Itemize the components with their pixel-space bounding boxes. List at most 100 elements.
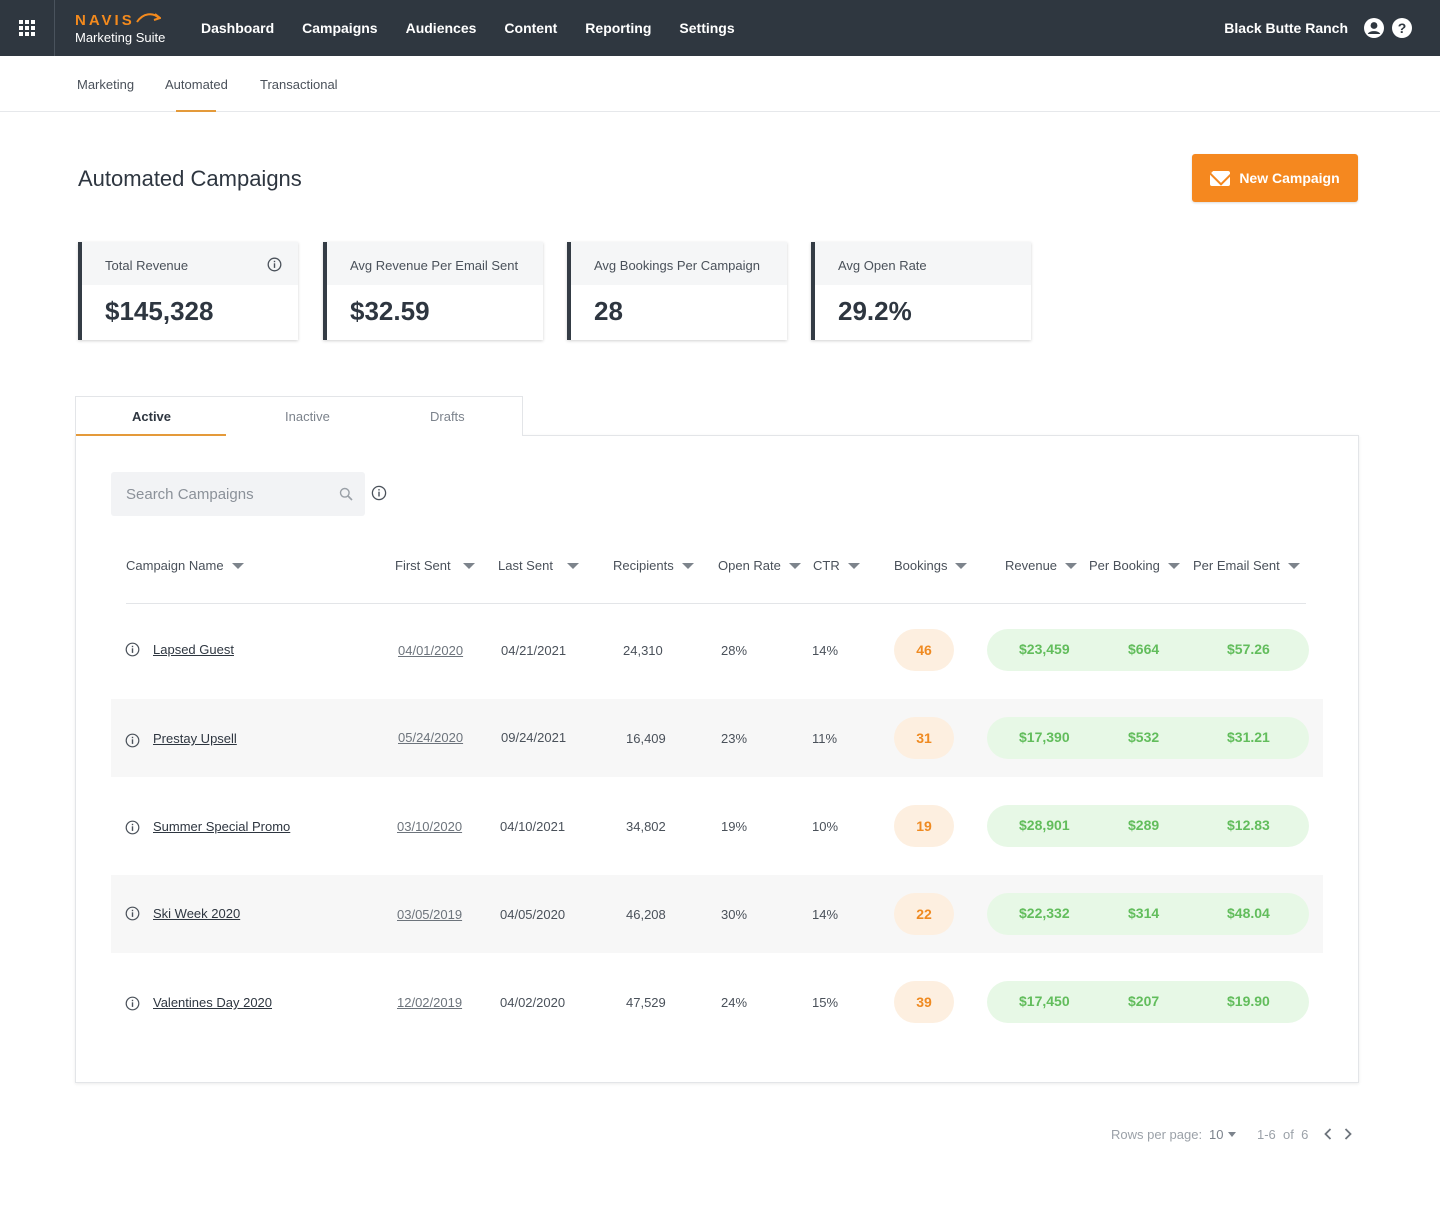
chevron-right-icon[interactable] [1340,1126,1356,1142]
campaign-name-link[interactable]: Valentines Day 2020 [153,995,273,1010]
nav-audiences[interactable]: Audiences [405,20,477,36]
recipients: 46,208 [626,907,666,922]
kpi-card-avg-bookings: Avg Bookings Per Campaign 28 [567,242,787,340]
last-sent: 04/21/2021 [501,643,567,658]
search-icon[interactable] [339,487,353,501]
sort-caret-icon [462,562,475,569]
app-switcher-button[interactable] [0,0,55,56]
kpi-label: Avg Open Rate [838,258,927,273]
recipients: 16,409 [626,731,666,746]
col-open-rate[interactable]: Open Rate [718,558,801,573]
last-sent: 09/24/2021 [501,730,567,745]
table-header-divider [126,603,1306,604]
subnav-automated[interactable]: Automated [165,77,228,92]
nav-content[interactable]: Content [504,20,558,36]
nav-dashboard[interactable]: Dashboard [201,20,275,36]
page-title: Automated Campaigns [78,166,302,191]
kpi-value: $145,328 [105,296,214,326]
sort-caret-icon [681,562,694,569]
campaign-name-link[interactable]: Summer Special Promo [153,819,291,834]
tab-drafts[interactable]: Drafts [430,409,465,424]
per-email-value: $48.04 [1227,905,1270,921]
chevron-left-icon[interactable] [1320,1126,1336,1142]
sort-caret-icon [1287,562,1300,569]
first-sent-link[interactable]: 04/01/2020 [398,643,464,658]
tab-inactive[interactable]: Inactive [285,409,330,424]
info-icon[interactable] [267,257,282,272]
kpi-label: Avg Bookings Per Campaign [594,258,760,273]
info-icon[interactable] [125,906,140,921]
nav-settings[interactable]: Settings [679,20,735,36]
user-circle-icon[interactable] [1364,18,1384,38]
col-first-sent[interactable]: First Sent [395,558,475,573]
sort-caret-icon [1167,562,1180,569]
revenue-pill: $22,332 $314 $48.04 [987,893,1309,935]
subnav-active-indicator [176,110,216,112]
col-per-email-sent[interactable]: Per Email Sent [1193,558,1300,573]
help-circle-icon[interactable]: ? [1392,18,1412,38]
last-sent: 04/10/2021 [500,819,566,834]
campaign-name-link[interactable]: Ski Week 2020 [153,906,241,921]
tab-active[interactable]: Active [132,409,172,424]
sub-nav: Marketing Automated Transactional [0,56,1440,112]
first-sent-link[interactable]: 12/02/2019 [397,995,463,1010]
campaign-name-link[interactable]: Prestay Upsell [153,731,237,746]
brand-wordmark: NAVIS [75,12,135,29]
sort-caret-icon [847,562,860,569]
search-input[interactable] [111,472,331,516]
open-rate: 30% [721,907,748,922]
bookings-badge: 46 [894,629,954,671]
per-email-value: $31.21 [1227,729,1270,745]
per-booking-value: $314 [1128,905,1160,921]
swoosh-icon [136,13,161,23]
kpi-card-avg-open-rate: Avg Open Rate 29.2% [811,242,1031,340]
new-campaign-button[interactable]: New Campaign [1192,154,1358,202]
info-icon[interactable] [125,820,140,835]
first-sent-link[interactable]: 05/24/2020 [398,730,464,745]
col-bookings[interactable]: Bookings [894,558,968,573]
brand-logo[interactable]: NAVIS Marketing Suite [75,10,175,48]
table-row: Valentines Day 2020 12/02/2019 04/02/202… [111,963,1323,1041]
col-last-sent[interactable]: Last Sent [498,558,579,573]
table-row: Lapsed Guest 04/01/2020 04/21/2021 24,31… [111,611,1323,689]
nav-reporting[interactable]: Reporting [585,20,652,36]
col-ctr[interactable]: CTR [813,558,860,573]
revenue-value: $17,390 [1019,729,1070,745]
grid-icon [19,20,35,36]
page-range: 1-6 of 6 [1257,1127,1309,1142]
kpi-card-avg-revenue-per-email: Avg Revenue Per Email Sent $32.59 [323,242,543,340]
revenue-pill: $17,450 $207 $19.90 [987,981,1309,1023]
kpi-value: $32.59 [350,296,430,326]
subnav-transactional[interactable]: Transactional [260,77,338,92]
ctr: 14% [812,907,839,922]
nav-campaigns[interactable]: Campaigns [302,20,378,36]
first-sent-link[interactable]: 03/10/2020 [397,819,463,834]
revenue-value: $23,459 [1019,641,1070,657]
first-sent-link[interactable]: 03/05/2019 [397,907,463,922]
sort-caret-icon [566,562,579,569]
info-icon[interactable] [125,733,140,748]
revenue-value: $22,332 [1019,905,1070,921]
rows-per-page-select[interactable]: 10 [1209,1127,1237,1142]
per-email-value: $57.26 [1227,641,1270,657]
search-box [111,472,365,516]
subnav-marketing[interactable]: Marketing [77,77,135,92]
info-icon[interactable] [125,996,140,1011]
info-icon[interactable] [125,642,140,657]
col-per-booking[interactable]: Per Booking [1089,558,1180,573]
per-email-value: $19.90 [1227,993,1270,1009]
col-campaign-name[interactable]: Campaign Name [126,558,244,573]
status-tabs: Active Inactive Drafts [75,396,523,436]
bookings-badge: 22 [894,893,954,935]
info-icon[interactable] [371,485,387,501]
kpi-label: Avg Revenue Per Email Sent [350,258,519,273]
recipients: 47,529 [626,995,666,1010]
col-recipients[interactable]: Recipients [613,558,694,573]
campaign-name-link[interactable]: Lapsed Guest [153,642,234,657]
col-revenue[interactable]: Revenue [1005,558,1078,573]
mail-icon [1210,170,1231,186]
sort-caret-icon [788,562,801,569]
account-name[interactable]: Black Butte Ranch [1224,20,1348,36]
per-booking-value: $532 [1128,729,1160,745]
tab-active-indicator [76,434,226,436]
